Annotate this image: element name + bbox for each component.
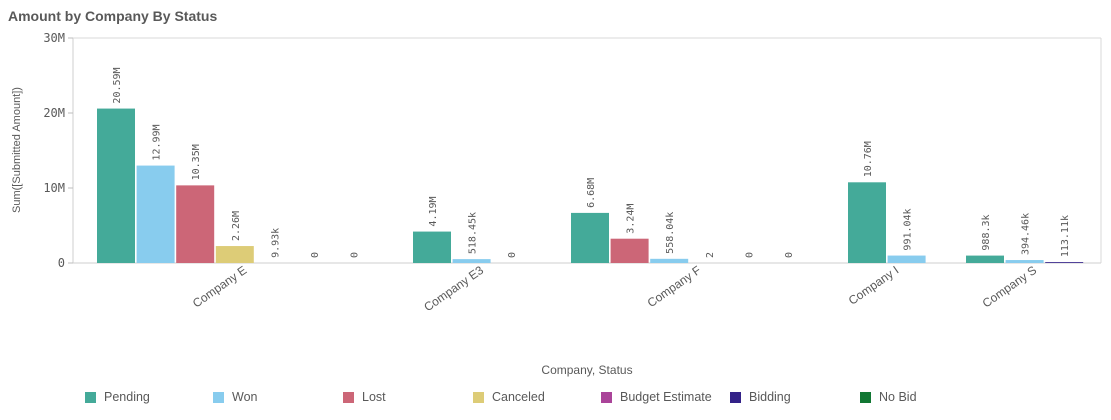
legend-label: Budget Estimate: [620, 390, 712, 404]
bar[interactable]: [650, 258, 689, 263]
legend-item[interactable]: Lost: [343, 388, 386, 406]
bar-value-label: 2.26M: [231, 211, 242, 241]
bar[interactable]: [1005, 260, 1044, 263]
legend-item[interactable]: Canceled: [473, 388, 545, 406]
x-tick-label: Company F: [645, 263, 704, 310]
x-tick-label: Company E: [190, 263, 249, 310]
bar[interactable]: [887, 255, 926, 263]
bar-value-label: 0: [744, 252, 755, 258]
bar[interactable]: [413, 231, 451, 263]
legend-label: No Bid: [879, 390, 917, 404]
bar-value-label: 4.19M: [428, 196, 439, 226]
bar[interactable]: [571, 212, 609, 263]
y-axis-label: Sum([Submitted Amount]): [11, 87, 23, 213]
y-tick-label: 20M: [43, 106, 65, 120]
legend-item[interactable]: Bidding: [730, 388, 791, 406]
bar-value-label: 113.11k: [1060, 215, 1071, 257]
bar[interactable]: [97, 108, 135, 263]
legend-swatch: [601, 391, 612, 403]
bar[interactable]: [136, 165, 175, 263]
bar-value-label: 991.04k: [903, 208, 914, 250]
x-tick-label: Company I: [846, 263, 902, 308]
bar[interactable]: [848, 182, 886, 263]
bar-value-label: 10.35M: [191, 144, 202, 180]
bar-value-label: 0: [784, 252, 795, 258]
bar-chart: 0 10M 20M 30M Sum([Submitted Amount]) Company…: [11, 31, 1102, 377]
legend-label: Lost: [362, 390, 386, 404]
bar-value-label: 3.24M: [626, 204, 637, 234]
x-axis-label: Company, Status: [541, 363, 632, 377]
bar-value-label: 9.93k: [270, 228, 281, 258]
x-tick-label: Company E3: [421, 263, 486, 314]
bar-value-label: 988.3k: [981, 214, 992, 250]
bar-value-label: 20.59M: [112, 67, 123, 103]
legend-swatch: [860, 391, 871, 403]
bar[interactable]: [176, 185, 215, 263]
bar-value-label: 0: [350, 252, 361, 258]
legend-label: Won: [232, 390, 258, 404]
bar-value-label: 10.76M: [863, 141, 874, 177]
bar-value-label: 12.99M: [152, 124, 163, 160]
y-tick-label: 0: [58, 256, 65, 270]
bar-value-label: 394.46k: [1021, 213, 1032, 255]
bar[interactable]: [966, 255, 1004, 263]
legend-item[interactable]: Budget Estimate: [601, 388, 712, 406]
legend-label: Canceled: [492, 390, 545, 404]
legend-swatch: [213, 391, 224, 403]
legend-item[interactable]: Pending: [85, 388, 150, 406]
legend-swatch: [730, 391, 741, 403]
bar-value-label: 0: [310, 252, 321, 258]
legend-item[interactable]: No Bid: [860, 388, 917, 406]
bar-value-label: 2: [705, 252, 716, 258]
legend-label: Bidding: [749, 390, 791, 404]
bar[interactable]: [1045, 262, 1084, 263]
legend-label: Pending: [104, 390, 150, 404]
x-tick-label: Company S: [980, 263, 1039, 310]
bar-value-label: 518.45k: [468, 212, 479, 254]
legend-item[interactable]: Won: [213, 388, 257, 406]
bar-value-label: 0: [507, 252, 518, 258]
bar[interactable]: [610, 238, 649, 263]
y-tick-label: 30M: [43, 31, 65, 45]
y-tick-label: 10M: [43, 181, 65, 195]
legend-swatch: [343, 391, 354, 403]
chart-legend: Pending Won Lost Canceled Budget Estimate Bid…: [0, 388, 1111, 408]
bar-value-label: 6.68M: [586, 178, 597, 208]
legend-swatch: [473, 391, 484, 403]
chart-title: Amount by Company By Status: [8, 8, 218, 24]
bar[interactable]: [452, 259, 491, 263]
legend-swatch: [85, 391, 96, 403]
bar-value-label: 558.04k: [665, 212, 676, 254]
bar[interactable]: [215, 246, 254, 263]
